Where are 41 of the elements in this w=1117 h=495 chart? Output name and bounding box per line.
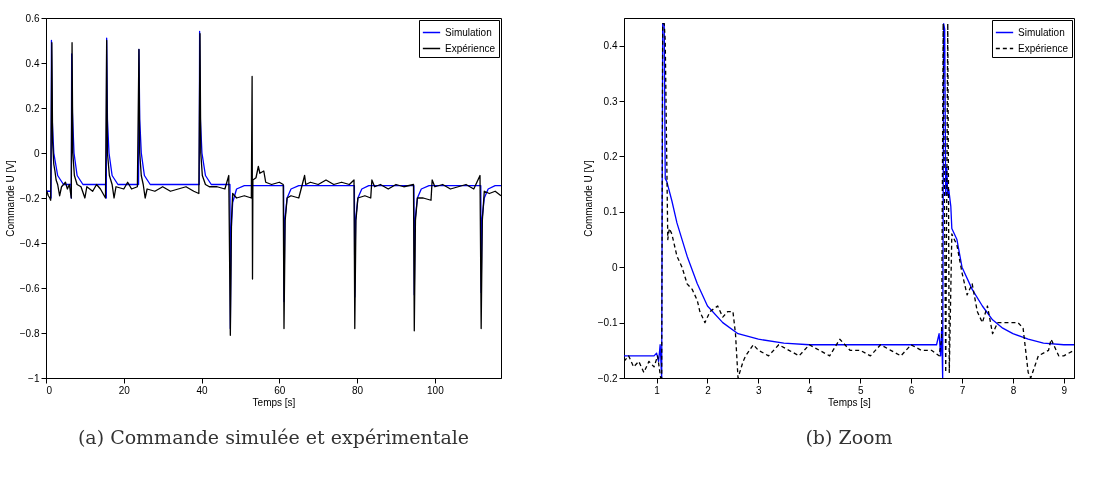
y-tick-label: −0.8 [19, 327, 40, 339]
x-tick-label: 9 [1061, 384, 1068, 396]
y-tick-label: −0.1 [597, 317, 618, 329]
x-tick-label: 2 [705, 384, 712, 396]
x-tick-label: 20 [118, 384, 131, 396]
y-tick-label: 0.2 [25, 102, 40, 114]
text: (a) Commande simulée et expérimentale [77, 426, 470, 448]
y-tick-label: −1 [28, 372, 40, 384]
x-tick-label: 3 [756, 384, 763, 396]
y-tick-label: 0.4 [603, 40, 618, 52]
y-axis-title: Commande U [V] [4, 159, 16, 237]
y-tick-label: 0.6 [25, 12, 40, 24]
x-tick-label: 7 [959, 384, 966, 396]
x-tick-label: 40 [196, 384, 209, 396]
x-axis-title: Temps [s] [828, 396, 872, 408]
x-tick-label: 100 [427, 384, 445, 396]
x-tick-label: 5 [857, 384, 864, 396]
legend-label: Simulation [1018, 26, 1065, 38]
x-tick-label: 6 [908, 384, 915, 396]
legend-label: Simulation [445, 26, 492, 38]
y-tick-label: 0 [611, 261, 618, 273]
y-tick-label: 0 [33, 147, 40, 159]
x-tick-label: 80 [352, 384, 364, 396]
x-tick-label: 60 [274, 384, 286, 396]
legend-label: Expérience [1018, 42, 1069, 54]
text: (b) Zoom [805, 426, 893, 448]
y-tick-label: −0.2 [597, 372, 618, 384]
x-tick-label: 8 [1010, 384, 1017, 396]
x-tick-label: 0 [46, 384, 53, 396]
y-tick-label: 0.2 [603, 150, 618, 162]
y-tick-label: 0.3 [603, 95, 618, 107]
y-tick-label: 0.1 [603, 206, 618, 218]
x-axis-title: Temps [s] [252, 396, 296, 408]
y-axis-title: Commande U [V] [582, 159, 594, 237]
y-tick-label: −0.4 [19, 237, 40, 249]
legend-label: Expérience [445, 42, 496, 54]
y-tick-label: 0.4 [25, 57, 40, 69]
y-tick-label: −0.6 [19, 282, 40, 294]
x-tick-label: 1 [654, 384, 661, 396]
y-tick-label: −0.2 [19, 192, 40, 204]
x-tick-label: 4 [807, 384, 814, 396]
